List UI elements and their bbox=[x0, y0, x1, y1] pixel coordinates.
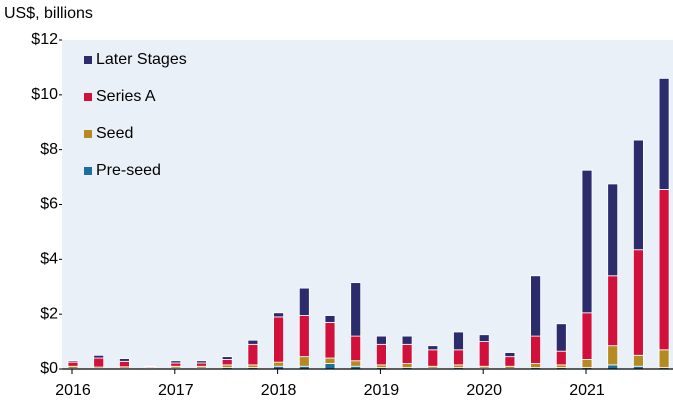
bar-segment bbox=[607, 275, 619, 347]
legend-label: Pre-seed bbox=[96, 162, 161, 179]
x-tick-label: 2021 bbox=[569, 382, 605, 399]
bar-segment bbox=[247, 343, 259, 366]
bar-segment bbox=[144, 365, 156, 368]
x-tick-label: 2017 bbox=[158, 382, 194, 399]
bar-segment bbox=[375, 343, 387, 366]
bar-segment bbox=[401, 335, 413, 345]
bar-segment bbox=[375, 364, 387, 369]
bar-segment bbox=[324, 321, 336, 359]
bar-segment bbox=[401, 363, 413, 369]
y-tick-label: $0 bbox=[40, 360, 58, 377]
bar-segment bbox=[658, 77, 670, 190]
legend-label: Later Stages bbox=[96, 51, 187, 68]
bar-segment bbox=[453, 349, 464, 366]
bar-segment bbox=[504, 356, 516, 367]
plot-area bbox=[62, 40, 673, 369]
bar-segment bbox=[273, 312, 285, 318]
bar-segment bbox=[196, 360, 207, 364]
bar-segment bbox=[581, 359, 593, 369]
bar-segment bbox=[581, 169, 593, 314]
x-tick-label: 2016 bbox=[55, 382, 91, 399]
y-tick-label: $4 bbox=[40, 251, 58, 268]
legend-swatch bbox=[84, 167, 92, 175]
x-tick-label: 2019 bbox=[364, 382, 400, 399]
bar-segment bbox=[478, 341, 490, 367]
bar-segment bbox=[555, 323, 567, 352]
legend-swatch bbox=[84, 130, 92, 138]
bar-segment bbox=[67, 360, 79, 363]
bar-segment bbox=[196, 362, 207, 367]
legend-label: Series A bbox=[96, 88, 156, 105]
bar-segment bbox=[427, 349, 439, 367]
bar-segment bbox=[453, 364, 464, 369]
y-tick-label: $10 bbox=[31, 86, 58, 103]
bar-segment bbox=[607, 183, 619, 277]
bar-segment bbox=[221, 356, 233, 360]
bar-segment bbox=[658, 349, 670, 369]
bar-segment bbox=[530, 275, 541, 337]
legend-swatch bbox=[84, 93, 92, 101]
y-tick-label: $2 bbox=[40, 305, 58, 322]
bar-segment bbox=[170, 360, 182, 364]
bar-segment bbox=[247, 364, 259, 369]
bar-segment bbox=[119, 358, 130, 362]
bar-segment bbox=[119, 360, 130, 368]
bar-segment bbox=[93, 354, 105, 359]
y-tick-label: $6 bbox=[40, 196, 58, 213]
bar-segment bbox=[478, 334, 490, 342]
bar-segment bbox=[170, 362, 182, 367]
bar-segment bbox=[67, 361, 79, 367]
bar-segment bbox=[273, 361, 285, 367]
legend-label: Seed bbox=[96, 125, 133, 142]
bar-segment bbox=[453, 331, 464, 351]
bar-segment bbox=[350, 282, 362, 337]
legend-swatch bbox=[84, 56, 92, 64]
bar-segment bbox=[504, 352, 516, 358]
bar-segment bbox=[401, 343, 413, 364]
bar-segment bbox=[298, 315, 310, 358]
bar-segment bbox=[298, 287, 310, 316]
bar-segment bbox=[633, 139, 644, 251]
bar-segment bbox=[93, 357, 105, 368]
bar-segment bbox=[530, 363, 541, 369]
bar-segment bbox=[324, 315, 336, 323]
y-tick-label: $8 bbox=[40, 141, 58, 158]
bar-segment bbox=[375, 335, 387, 345]
bar-segment bbox=[581, 312, 593, 360]
y-tick-label: $12 bbox=[31, 31, 58, 48]
bar-segment bbox=[633, 249, 644, 356]
bar-segment bbox=[607, 364, 619, 370]
bar-segment bbox=[607, 345, 619, 366]
bar-segment bbox=[298, 356, 310, 367]
bar-segment bbox=[350, 335, 362, 362]
bar-segment bbox=[324, 357, 336, 364]
y-axis-label: US$, billions bbox=[4, 5, 93, 22]
bar-segment bbox=[555, 364, 567, 369]
bar-segment bbox=[221, 364, 233, 369]
bar-segment bbox=[633, 354, 644, 367]
bar-segment bbox=[273, 316, 285, 363]
bar-segment bbox=[658, 189, 670, 351]
bar-segment bbox=[221, 359, 233, 366]
bar-segment bbox=[324, 363, 336, 370]
bar-segment bbox=[530, 335, 541, 364]
x-tick-label: 2020 bbox=[466, 382, 502, 399]
bar-segment bbox=[350, 360, 362, 367]
bar-segment bbox=[555, 350, 567, 366]
bar-segment bbox=[247, 339, 259, 345]
bar-segment bbox=[427, 345, 439, 351]
x-tick-label: 2018 bbox=[261, 382, 297, 399]
